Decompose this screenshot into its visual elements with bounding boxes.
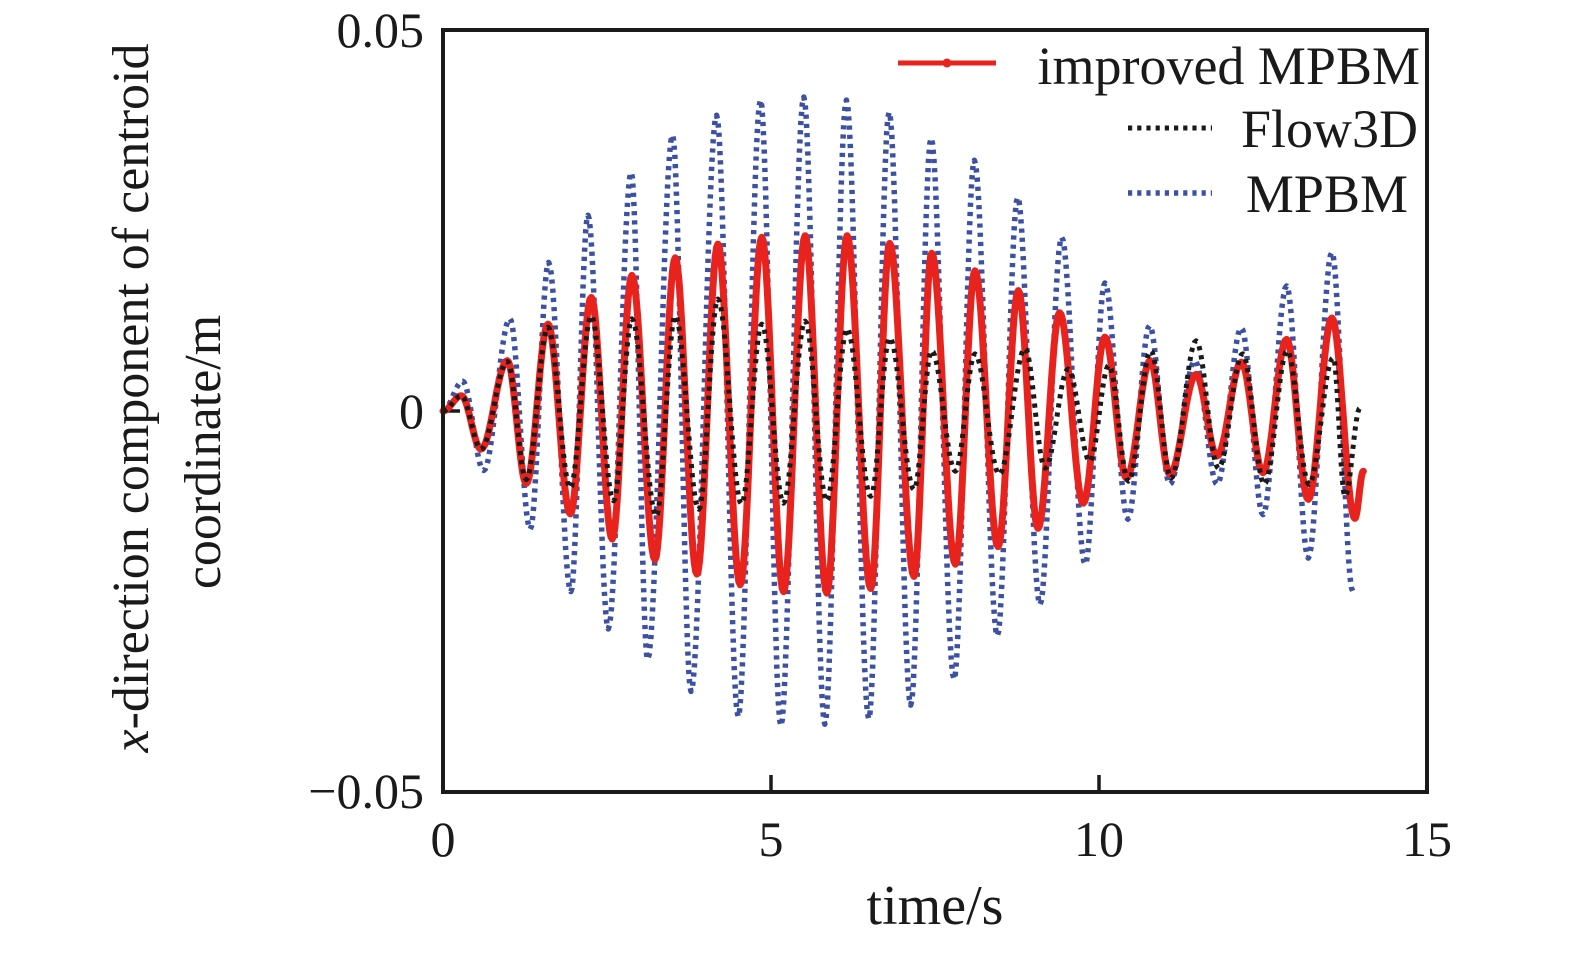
y-tick-label-zero: 0 xyxy=(399,383,424,439)
series-flow3d-curve[interactable] xyxy=(441,296,1362,519)
y-axis-title-line1: x-direction component of centroid xyxy=(103,44,160,754)
y-tick-label-bottom: −0.05 xyxy=(308,763,424,819)
legend-label-mpbm: MPBM xyxy=(1246,164,1408,224)
x-tick-label-5: 5 xyxy=(759,811,784,867)
y-tick-label-top: 0.05 xyxy=(337,2,425,58)
y-axis-title-italic-x: x xyxy=(103,729,160,753)
legend-item-improved-mpbm[interactable]: improved MPBM xyxy=(898,36,1420,96)
plot-series xyxy=(439,94,1367,729)
y-axis-title-line1-rest: -direction component of centroid xyxy=(103,44,160,730)
series-mpbm-curve[interactable] xyxy=(441,94,1356,729)
x-axis-title: time/s xyxy=(867,875,1004,937)
y-axis-title-line2: coordinate/m xyxy=(175,315,232,589)
x-tick-label-0: 0 xyxy=(431,811,456,867)
legend-label-improved-mpbm: improved MPBM xyxy=(1037,36,1420,96)
legend-item-flow3d[interactable]: Flow3D xyxy=(1128,99,1418,159)
x-tick-label-10: 10 xyxy=(1074,811,1124,867)
y-tick-labels: 0.05 0 −0.05 xyxy=(308,2,424,819)
legend-marker-improved-mpbm xyxy=(942,58,952,68)
plot-frame xyxy=(441,28,1429,794)
legend-label-flow3d: Flow3D xyxy=(1241,99,1418,159)
legend: improved MPBM Flow3D MPBM xyxy=(898,36,1420,224)
x-tick-label-15: 15 xyxy=(1402,811,1452,867)
legend-item-mpbm[interactable]: MPBM xyxy=(1128,164,1408,224)
x-tick-labels: 0 5 10 15 xyxy=(431,811,1453,867)
